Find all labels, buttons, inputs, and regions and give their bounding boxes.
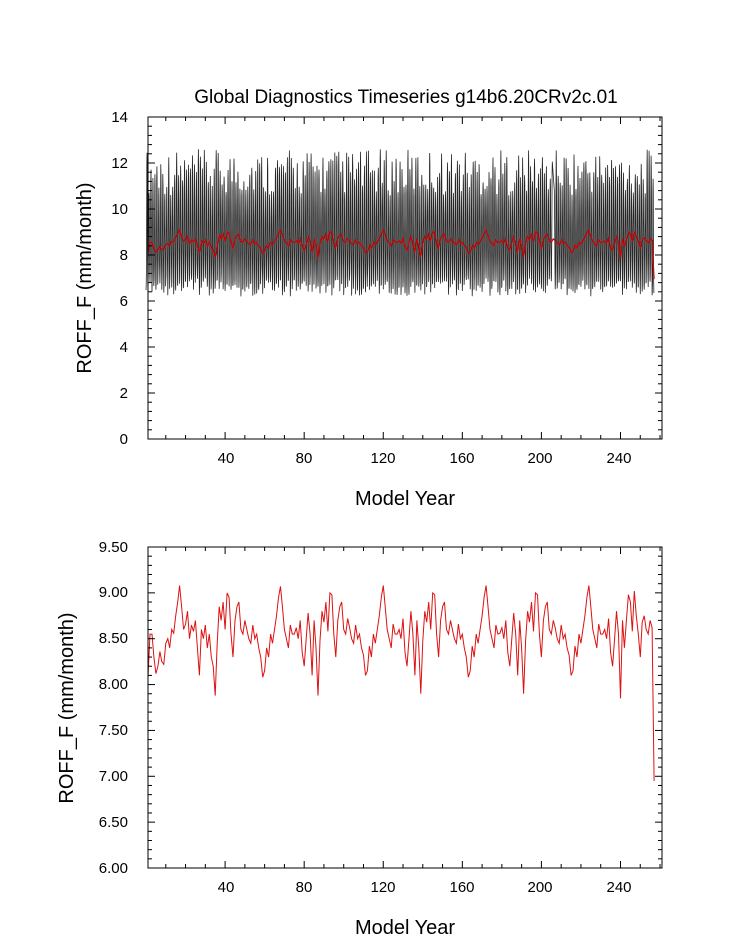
x-tick-label: 200 [527, 450, 552, 467]
y-tick-label: 14 [111, 109, 128, 126]
x-axis-label: Model Year [355, 917, 455, 939]
x-tick-label: 200 [527, 879, 552, 896]
chart-title: Global Diagnostics Timeseries g14b6.20CR… [194, 87, 618, 108]
x-axis-label: Model Year [355, 488, 455, 510]
y-tick-label: 0 [120, 431, 128, 448]
x-tick-label: 40 [218, 450, 235, 467]
y-tick-label: 6.00 [99, 860, 128, 877]
plot-frame [147, 116, 663, 440]
monthly-series-line [145, 149, 655, 297]
y-tick-label: 9.50 [99, 539, 128, 556]
y-axis-label: ROFF_F (mm/month) [74, 182, 96, 373]
annual-mean-line [147, 228, 655, 280]
y-axis-label: ROFF_F (mm/month) [56, 612, 78, 803]
x-tick-labels: 40 80 120 160 200 240 [218, 450, 632, 467]
y-tick-label: 7.00 [99, 768, 128, 785]
top-chart: Global Diagnostics Timeseries g14b6.20CR… [74, 87, 663, 510]
bottom-chart: 6.00 6.50 7.00 7.50 8.00 8.50 9.00 9.50 … [56, 539, 663, 939]
axis-ticks [148, 546, 662, 869]
y-tick-label: 12 [111, 155, 128, 172]
x-tick-label: 160 [449, 879, 474, 896]
x-tick-label: 240 [606, 879, 631, 896]
x-tick-label: 120 [370, 879, 395, 896]
y-tick-label: 8.00 [99, 676, 128, 693]
y-tick-label: 8 [120, 247, 128, 264]
x-tick-label: 80 [296, 450, 313, 467]
x-tick-label: 240 [606, 450, 631, 467]
x-tick-label: 120 [370, 450, 395, 467]
plot-frame [147, 546, 663, 869]
y-tick-label: 6 [120, 293, 128, 310]
x-tick-label: 160 [449, 450, 474, 467]
x-tick-label: 80 [296, 879, 313, 896]
y-tick-label: 6.50 [99, 814, 128, 831]
y-tick-label: 2 [120, 385, 128, 402]
y-tick-labels: 0 2 4 6 8 10 12 14 [111, 109, 128, 448]
y-tick-label: 9.00 [99, 584, 128, 601]
x-tick-labels: 40 80 120 160 200 240 [218, 879, 632, 896]
annual-mean-line [147, 585, 655, 781]
annual-mean-series [147, 228, 655, 280]
annual-mean-series [147, 585, 655, 781]
monthly-series [145, 149, 655, 297]
x-tick-label: 40 [218, 879, 235, 896]
y-tick-label: 4 [120, 339, 128, 356]
y-tick-label: 10 [111, 201, 128, 218]
y-tick-label: 7.50 [99, 722, 128, 739]
y-tick-label: 8.50 [99, 630, 128, 647]
y-tick-labels: 6.00 6.50 7.00 7.50 8.00 8.50 9.00 9.50 [99, 539, 128, 877]
